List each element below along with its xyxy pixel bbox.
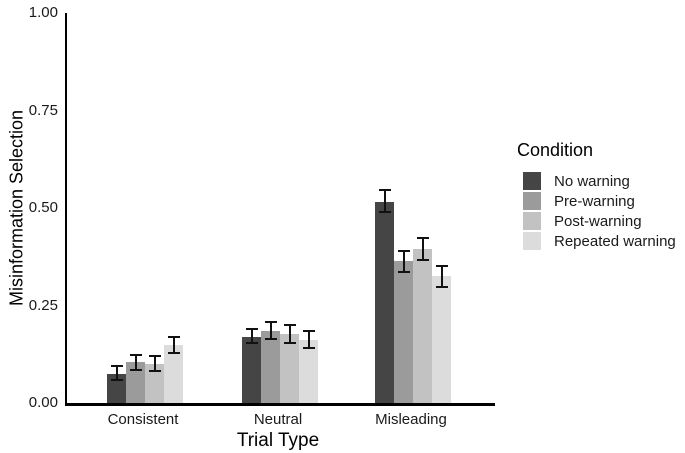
bar-neutral-post-warning	[280, 333, 299, 403]
bar-consistent-post-warning	[145, 364, 164, 403]
error-bar	[269, 322, 272, 340]
bar-neutral-no-warning	[242, 336, 261, 403]
y-tick-label: 0.00	[28, 394, 58, 411]
y-tick-label: 1.00	[28, 4, 58, 21]
legend-swatch	[523, 232, 541, 250]
legend-swatch	[523, 172, 541, 190]
error-bar-cap	[129, 369, 142, 372]
error-bar-cap	[148, 370, 161, 373]
bar-neutral-pre-warning	[261, 330, 280, 403]
error-bar-cap	[435, 264, 448, 267]
legend-item-post-warning: Post-warning	[517, 211, 676, 231]
legend-swatch	[523, 192, 541, 210]
legend-item-repeated-warning: Repeated warning	[517, 231, 676, 251]
error-bar-cap	[264, 338, 277, 341]
x-tick-label-misleading: Misleading	[375, 411, 447, 428]
y-tick-label: 0.50	[28, 199, 58, 216]
error-bar	[172, 337, 175, 354]
legend-title: Condition	[517, 140, 594, 160]
bar-consistent-no-warning	[107, 373, 126, 403]
legend-label: No warning	[554, 172, 630, 190]
error-bar-cap	[283, 324, 296, 327]
error-bar-cap	[245, 342, 258, 345]
error-bar	[115, 366, 118, 380]
error-bar-cap	[148, 354, 161, 357]
error-bar	[307, 331, 310, 348]
error-bar-cap	[397, 249, 410, 252]
bar-misleading-repeated-warning	[432, 276, 451, 403]
error-bar	[134, 354, 137, 371]
error-bar	[440, 265, 443, 288]
error-bar	[288, 325, 291, 343]
error-bar	[250, 328, 253, 344]
bar-neutral-repeated-warning	[299, 339, 318, 403]
legend: Condition No warning Pre-warning Post-warn…	[517, 140, 676, 251]
error-bar-cap	[397, 271, 410, 274]
error-bar	[421, 237, 424, 260]
legend-label: Repeated warning	[554, 232, 676, 250]
bar-consistent-pre-warning	[126, 362, 145, 403]
error-bar-cap	[167, 352, 180, 355]
error-bar	[153, 355, 156, 372]
error-bar-cap	[302, 347, 315, 349]
error-bar-cap	[416, 258, 429, 261]
bar-misleading-no-warning	[375, 202, 394, 403]
x-tick-label-consistent: Consistent	[107, 411, 179, 428]
legend-item-no-warning: No warning	[517, 171, 676, 191]
error-bar-cap	[110, 378, 123, 381]
legend-label: Post-warning	[554, 212, 642, 230]
error-bar-cap	[378, 210, 391, 213]
error-bar-cap	[302, 330, 315, 333]
bar-misleading-pre-warning	[394, 260, 413, 403]
legend-item-pre-warning: Pre-warning	[517, 191, 676, 211]
error-bar	[402, 250, 405, 273]
x-axis-title: Trial Type	[236, 430, 320, 451]
bar-consistent-repeated-warning	[164, 345, 183, 403]
error-bar-cap	[129, 353, 142, 356]
error-bar-cap	[378, 189, 391, 192]
error-bar-cap	[264, 321, 277, 324]
error-bar-cap	[167, 336, 180, 339]
error-bar-cap	[245, 327, 258, 330]
error-bar-cap	[416, 236, 429, 239]
y-tick-label: 0.25	[28, 296, 58, 314]
error-bar-cap	[110, 365, 123, 368]
legend-label: Pre-warning	[554, 192, 635, 210]
error-bar-cap	[435, 286, 448, 289]
legend-swatch	[523, 212, 541, 230]
error-bar-cap	[283, 341, 296, 344]
legend-items: No warning Pre-warning Post-warning Repeate…	[517, 171, 676, 251]
y-tick-label: 0.75	[28, 101, 58, 119]
x-tick-label-neutral: Neutral	[253, 411, 303, 428]
plot-area	[65, 13, 495, 406]
bar-misleading-post-warning	[413, 248, 432, 403]
error-bar	[383, 190, 386, 212]
